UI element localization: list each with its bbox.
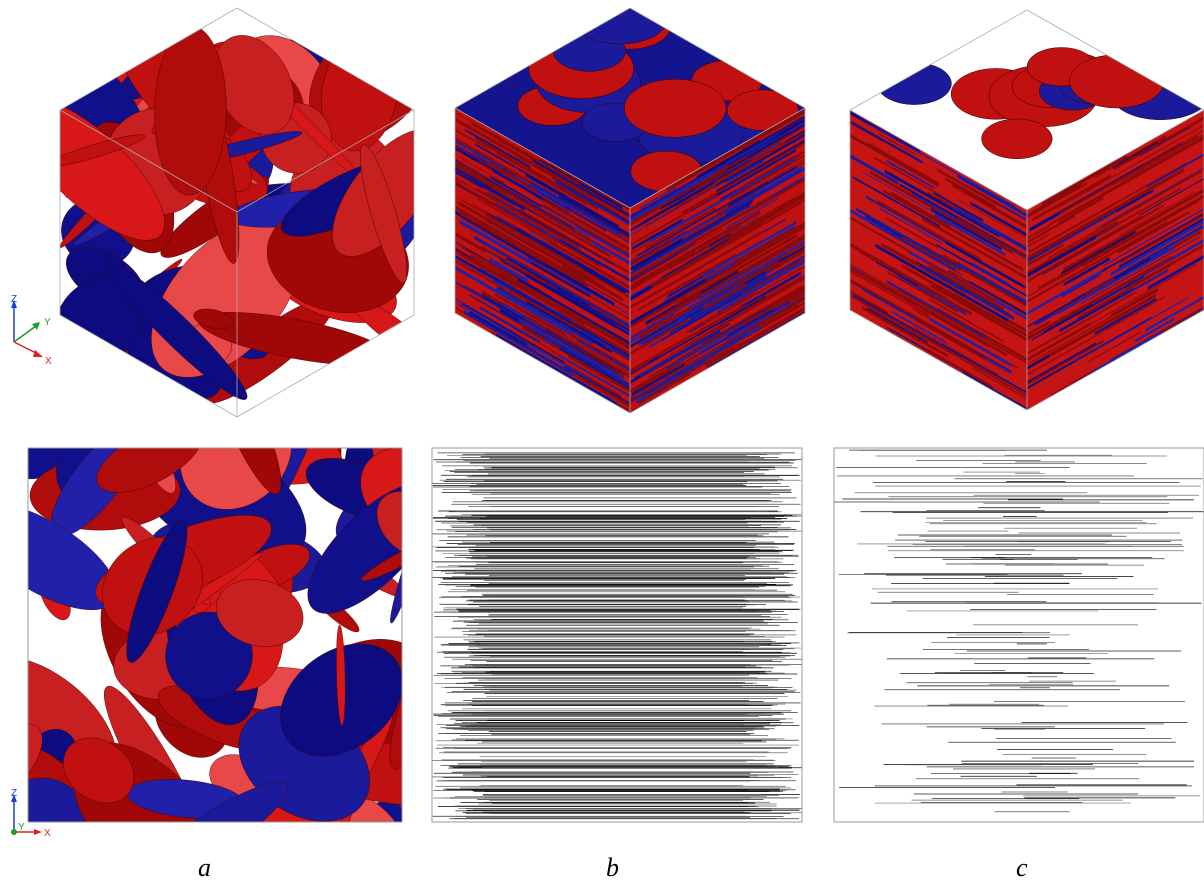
fracture-disc (37, 260, 159, 384)
x-arrow (33, 350, 43, 357)
y-label: Y (44, 317, 51, 328)
z-label: Z (11, 294, 17, 305)
x-arrow (34, 829, 42, 835)
x-label: X (45, 356, 52, 367)
page: Z Y X Z Y X a b c (() => { const data = … (0, 0, 1204, 881)
artwork (0, 0, 1204, 881)
axis-triad-top: Z Y X (11, 294, 52, 367)
cube-a (0, 0, 461, 464)
figure: Z Y X Z Y X a b c (0, 0, 1204, 881)
y-label: Y (18, 822, 25, 833)
y-axis (14, 326, 36, 342)
x-label: X (44, 828, 51, 839)
panel-label: b (606, 853, 619, 881)
panel-label: c (1016, 853, 1028, 881)
y-axis (11, 829, 17, 835)
z-label: Z (11, 788, 17, 799)
panel-label: a (198, 853, 211, 881)
